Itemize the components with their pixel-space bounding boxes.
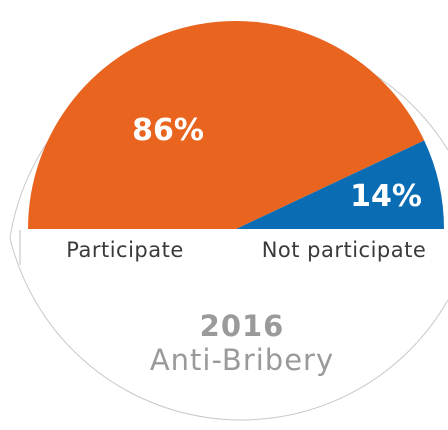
category-label-not-participate: Not participate: [262, 238, 427, 262]
outer-ring-arc: [9, 237, 448, 421]
slice-value-label-not-participate: 14%: [350, 179, 422, 214]
pie-slices: [28, 21, 444, 230]
chart-year: 2016: [200, 309, 285, 343]
pie-slice-not-participate: [236, 140, 444, 229]
chart-topic: Anti-Bribery: [150, 343, 334, 377]
pie-slice-participate: [28, 21, 425, 230]
category-label-participate: Participate: [66, 238, 184, 262]
slice-value-label-participate: 86%: [132, 113, 204, 148]
